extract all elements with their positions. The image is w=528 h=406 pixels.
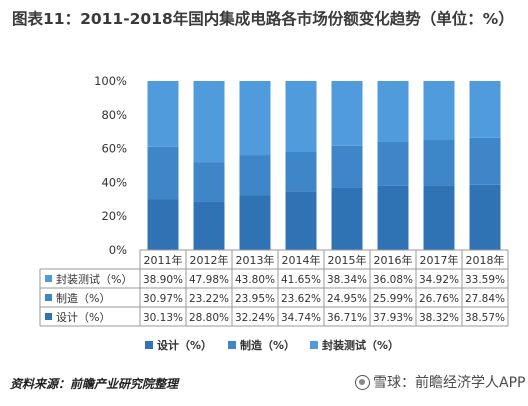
table-series-label: 制造（%） bbox=[56, 291, 110, 305]
bar-segment bbox=[331, 81, 363, 146]
bar-segment bbox=[193, 162, 225, 202]
legend-label: 制造（%） bbox=[240, 338, 295, 352]
legend-swatch bbox=[228, 341, 236, 349]
bar-segment bbox=[377, 81, 409, 142]
data-label: 36.08% bbox=[373, 274, 413, 286]
bar-segment bbox=[285, 80, 317, 152]
bar-segment bbox=[331, 187, 363, 250]
table-legend-swatch bbox=[45, 294, 52, 301]
data-label: 38.57% bbox=[465, 312, 505, 324]
x-category-label: 2013年 bbox=[236, 253, 275, 267]
bar-segment bbox=[193, 201, 225, 250]
bar-segment bbox=[469, 137, 501, 185]
x-category-label: 2012年 bbox=[190, 253, 229, 267]
legend-label: 设计（%） bbox=[157, 338, 212, 352]
bar-segment bbox=[423, 185, 455, 250]
legend-swatch bbox=[310, 341, 318, 349]
data-label: 23.95% bbox=[235, 293, 275, 305]
bar-segment bbox=[147, 81, 179, 147]
data-label: 33.59% bbox=[465, 274, 505, 286]
data-label: 25.99% bbox=[373, 293, 413, 305]
bar-segment bbox=[469, 184, 501, 250]
x-category-label: 2017年 bbox=[420, 253, 459, 267]
bar-segment bbox=[239, 195, 271, 250]
data-label: 41.65% bbox=[281, 274, 321, 286]
chart-title: 图表11：2011-2018年国内集成电路各市场份额变化趋势（单位：%） bbox=[12, 10, 514, 28]
table-legend-swatch bbox=[45, 275, 52, 282]
bar-segment bbox=[377, 185, 409, 250]
data-label: 34.74% bbox=[281, 312, 321, 324]
y-tick-label: 0% bbox=[109, 243, 127, 257]
legend-swatch bbox=[145, 341, 153, 349]
data-label: 24.95% bbox=[327, 293, 367, 305]
bar-segment bbox=[469, 81, 501, 138]
source-note: 资料来源：前瞻产业研究院整理 bbox=[10, 377, 179, 391]
y-tick-label: 80% bbox=[101, 108, 127, 122]
data-label: 38.90% bbox=[143, 274, 183, 286]
data-label: 43.80% bbox=[235, 274, 275, 286]
snowball-logo-icon bbox=[355, 374, 370, 390]
data-label: 38.32% bbox=[419, 312, 459, 324]
bar-segment bbox=[377, 141, 409, 186]
bar-segment bbox=[147, 199, 179, 250]
x-category-label: 2015年 bbox=[328, 253, 367, 267]
data-label: 30.13% bbox=[143, 312, 183, 324]
bars bbox=[147, 80, 501, 250]
data-label: 32.24% bbox=[235, 312, 275, 324]
bar-segment bbox=[147, 146, 179, 200]
bar-segment bbox=[193, 81, 225, 163]
bar-segment bbox=[239, 81, 271, 156]
data-table: 2011年 2012年 2013年 2014年 2015年 2016年 2017年 2018年… bbox=[39, 249, 509, 327]
x-category-label: 2014年 bbox=[282, 253, 321, 267]
y-axis: 0% 20% 40% 60% 80% 100% bbox=[94, 74, 127, 257]
table-series-label: 设计（%） bbox=[56, 311, 110, 324]
bar-segment bbox=[239, 155, 271, 196]
data-label: 30.97% bbox=[143, 293, 183, 305]
bar-segment bbox=[285, 151, 317, 192]
x-category-label: 2016年 bbox=[374, 253, 413, 267]
data-label: 27.84% bbox=[465, 293, 505, 305]
data-label: 23.22% bbox=[189, 293, 229, 305]
y-tick-label: 100% bbox=[94, 74, 127, 88]
bar-segment bbox=[331, 145, 363, 188]
legend: 设计（%） 制造（%） 封装测试（%） bbox=[145, 338, 399, 352]
data-label: 23.62% bbox=[281, 293, 321, 305]
x-category-label: 2011年 bbox=[144, 253, 183, 267]
data-label: 37.93% bbox=[373, 312, 413, 324]
data-label: 36.71% bbox=[327, 312, 367, 324]
y-tick-label: 60% bbox=[101, 142, 127, 156]
watermark: 雪球：前瞻经济学人APP bbox=[355, 372, 525, 392]
legend-label: 封装测试（%） bbox=[322, 338, 399, 352]
data-label: 26.76% bbox=[419, 293, 459, 305]
bar-segment bbox=[285, 191, 317, 250]
watermark-text: 雪球：前瞻经济学人APP bbox=[373, 375, 526, 391]
data-label: 34.92% bbox=[419, 274, 459, 286]
table-legend-swatch bbox=[45, 313, 52, 320]
data-label: 38.34% bbox=[327, 274, 367, 286]
data-label: 28.80% bbox=[189, 312, 229, 324]
bar-segment bbox=[423, 81, 455, 141]
bar-segment bbox=[423, 140, 455, 186]
y-tick-label: 40% bbox=[101, 175, 127, 189]
y-tick-label: 20% bbox=[101, 209, 127, 223]
table-series-label: 封装测试（%） bbox=[56, 272, 132, 286]
x-category-label: 2018年 bbox=[466, 253, 505, 267]
data-label: 47.98% bbox=[189, 274, 229, 286]
